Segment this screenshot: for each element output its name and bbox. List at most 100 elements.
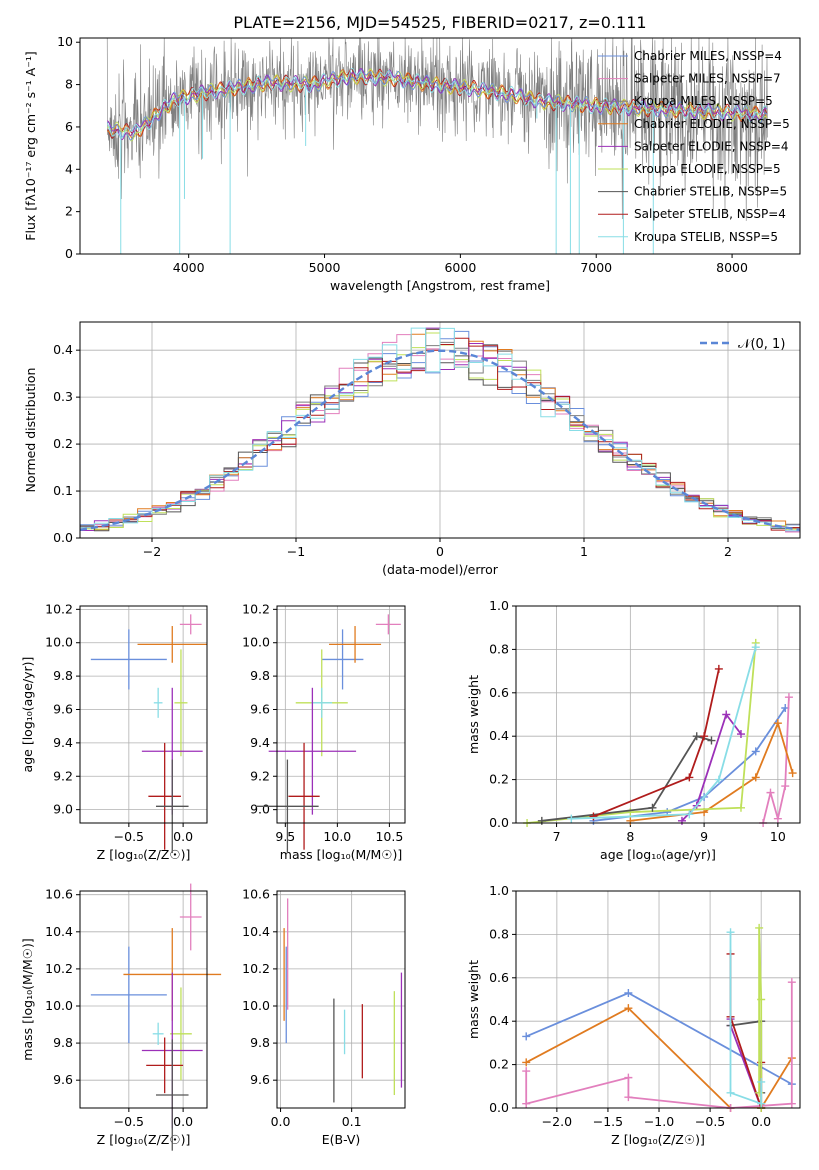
y-axis-label: mass [log₁₀(M/M☉)] bbox=[20, 938, 35, 1060]
x-tick-label: 8000 bbox=[716, 260, 748, 275]
y-tick-label: 2 bbox=[65, 204, 73, 219]
age-vs-mass-panel: 9.5 10.0 10.5 9.0 9.2 9.4 9.6 9.8 10.0 10.2 mass [… bbox=[242, 601, 406, 862]
mass-weight-series-line bbox=[762, 697, 790, 823]
mass-weight-series-line bbox=[593, 668, 720, 818]
mass-weight-series-line bbox=[729, 953, 763, 1108]
spectrum-model-line bbox=[106, 68, 768, 142]
figure-title: PLATE=2156, MJD=54525, FIBERID=0217, z=0… bbox=[233, 13, 646, 32]
y-tick-label: 9.6 bbox=[53, 701, 73, 716]
y-tick-label: 10.0 bbox=[45, 998, 73, 1013]
x-tick-label: 0.0 bbox=[271, 1114, 291, 1129]
mass-weight-marker bbox=[589, 812, 598, 821]
spectrum-legend: Chabrier MILES, NSSP=4 Salpeter MILES, NS… bbox=[598, 49, 790, 244]
y-tick-label: 10.2 bbox=[242, 961, 270, 976]
axes-frame bbox=[79, 37, 801, 255]
y-tick-label: 0 bbox=[65, 246, 73, 261]
mass-weight-series-line bbox=[729, 932, 763, 1105]
x-tick-label: −1 bbox=[287, 544, 305, 559]
y-tick-label: 0.0 bbox=[53, 530, 73, 545]
mass-weight-marker bbox=[700, 732, 709, 741]
mass-weight-marker bbox=[751, 643, 760, 652]
normal-curve bbox=[80, 349, 800, 531]
x-axis-label: age [log₁₀(age/yr)] bbox=[600, 847, 716, 862]
x-axis-label: Z [log₁₀(Z/Z☉)] bbox=[97, 847, 191, 862]
axes-frame bbox=[276, 890, 406, 1109]
mass-weight-series-line bbox=[525, 1007, 793, 1108]
x-axis-label: mass [log₁₀(M/M☉)] bbox=[280, 847, 402, 862]
legend-entry: Salpeter STELIB, NSSP=4 bbox=[634, 207, 786, 221]
y-tick-label: 10.0 bbox=[45, 635, 73, 650]
x-tick-label: −0.5 bbox=[114, 1114, 144, 1129]
mass-weight-marker bbox=[714, 775, 723, 784]
mass-weight-marker bbox=[692, 732, 701, 741]
axes-frame bbox=[79, 890, 208, 1109]
y-tick-label: 9.2 bbox=[53, 768, 73, 783]
x-tick-label: 5000 bbox=[309, 260, 341, 275]
y-tick-label: 0.4 bbox=[53, 342, 73, 357]
x-tick-label: 10.0 bbox=[323, 829, 351, 844]
legend-entry: Salpeter ELODIE, NSSP=4 bbox=[634, 139, 789, 153]
legend-entry: 𝒩(0, 1) bbox=[738, 337, 785, 352]
y-tick-label: 9.8 bbox=[250, 668, 270, 683]
y-tick-label: 10.4 bbox=[242, 924, 270, 939]
y-tick-label: 9.0 bbox=[53, 802, 73, 817]
x-tick-label: −0.5 bbox=[114, 829, 144, 844]
x-tick-label: 7000 bbox=[580, 260, 612, 275]
x-tick-label: 0.1 bbox=[342, 1114, 362, 1129]
mass-vs-ebv-panel: 0.0 0.1 9.6 9.8 10.0 10.2 10.4 10.6 E(B-V) bbox=[242, 887, 406, 1147]
y-tick-label: 9.8 bbox=[53, 1035, 73, 1050]
mass-weight-marker bbox=[624, 988, 633, 997]
mass-weight-marker bbox=[685, 810, 694, 819]
x-tick-label: −2.0 bbox=[542, 1114, 572, 1129]
y-tick-label: 9.6 bbox=[250, 1072, 270, 1087]
y-tick-label: 0.8 bbox=[489, 641, 509, 656]
mass-weight-marker bbox=[787, 978, 796, 987]
axes-frame bbox=[79, 605, 208, 824]
mass-weight-marker bbox=[685, 773, 694, 782]
y-tick-label: 10.0 bbox=[242, 635, 270, 650]
y-tick-label: 0.4 bbox=[489, 728, 509, 743]
y-axis-label: mass weight bbox=[466, 675, 481, 754]
y-axis-label: age [log₁₀(age/yr)] bbox=[20, 657, 35, 773]
legend-entry: Chabrier STELIB, NSSP=5 bbox=[634, 185, 787, 199]
axes-frame bbox=[515, 605, 801, 824]
x-tick-label: 9 bbox=[700, 829, 708, 844]
mass-weight-marker bbox=[784, 693, 793, 702]
mass-weight-marker bbox=[787, 1099, 796, 1108]
y-tick-label: 0.6 bbox=[489, 685, 509, 700]
mass-weight-marker bbox=[567, 814, 576, 823]
mass-weight-marker bbox=[624, 1073, 633, 1082]
x-tick-label: 6000 bbox=[444, 260, 476, 275]
mass-weight-marker bbox=[624, 1093, 633, 1102]
mass-weight-marker bbox=[626, 808, 635, 817]
y-tick-label: 10.6 bbox=[45, 887, 73, 902]
y-tick-label: 9.6 bbox=[250, 701, 270, 716]
spectrum-panel: 4000 5000 6000 7000 8000 0 2 4 6 8 10 wavelength [A… bbox=[23, 34, 801, 293]
y-tick-label: 0.2 bbox=[489, 1057, 509, 1072]
y-tick-label: 0.8 bbox=[489, 926, 509, 941]
mass-weight-marker bbox=[714, 664, 723, 673]
x-tick-label: 0.0 bbox=[751, 1114, 771, 1129]
legend-entry: Kroupa MILES, NSSP=5 bbox=[634, 94, 773, 108]
spectrum-model-line bbox=[106, 68, 768, 139]
y-tick-label: 10 bbox=[57, 34, 73, 49]
mass-weight-marker bbox=[757, 995, 766, 1004]
spectrum-data-line bbox=[106, 38, 768, 221]
legend-entry: Salpeter MILES, NSSP=7 bbox=[634, 72, 781, 86]
mass-vs-metallicity-panel: −0.5 0.0 9.6 9.8 10.0 10.2 10.4 10.6 Z [log₁₀(Z/… bbox=[20, 883, 222, 1151]
y-tick-label: 9.2 bbox=[250, 768, 270, 783]
y-tick-label: 6 bbox=[65, 119, 73, 134]
y-tick-label: 0.2 bbox=[53, 436, 73, 451]
legend-entry: Kroupa ELODIE, NSSP=5 bbox=[634, 162, 781, 176]
x-tick-label: 0 bbox=[436, 544, 444, 559]
mass-weight-marker bbox=[736, 730, 745, 739]
mass-weight-marker bbox=[722, 710, 731, 719]
legend-entry: Chabrier MILES, NSSP=4 bbox=[634, 49, 782, 63]
x-tick-label: 10.5 bbox=[375, 829, 403, 844]
mass-weight-marker bbox=[751, 773, 760, 782]
mass-weight-marker bbox=[624, 1004, 633, 1013]
mass-weight-marker bbox=[522, 1058, 531, 1067]
axes-frame bbox=[79, 321, 801, 539]
y-tick-label: 10.2 bbox=[45, 601, 73, 616]
